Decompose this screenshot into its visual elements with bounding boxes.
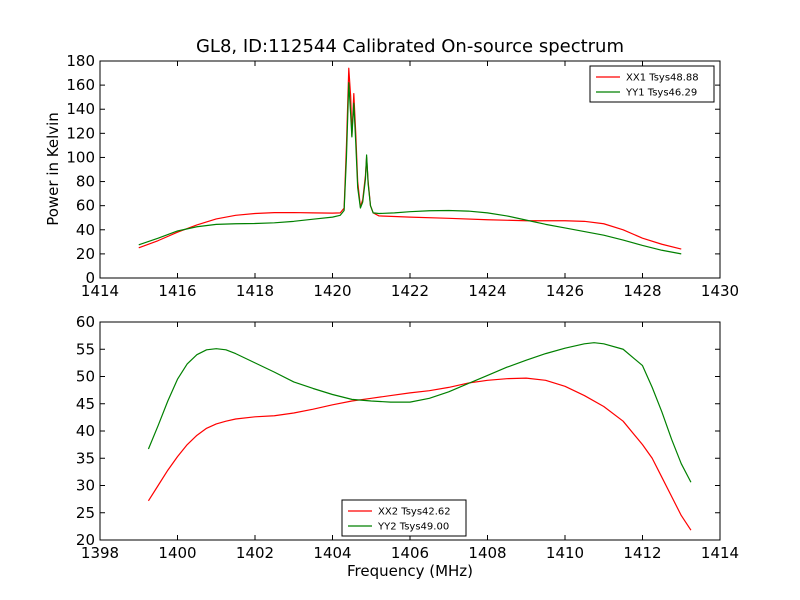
- top-chart-title: GL8, ID:112544 Calibrated On-source spec…: [196, 36, 624, 57]
- top-y-tick-label: 160: [66, 76, 95, 94]
- top-y-tick-label: 120: [66, 124, 95, 142]
- top-legend: XX1 Tsys48.88 YY1 Tsys46.29: [589, 65, 715, 103]
- bottom-x-tick-label: 1402: [236, 544, 274, 562]
- top-x-tick-label: 1422: [391, 282, 429, 300]
- bottom-legend-box: [341, 499, 467, 537]
- bottom-x-tick-label: 1414: [701, 544, 739, 562]
- bottom-y-tick-label: 25: [76, 504, 95, 522]
- bottom-x-tick-label: 1398: [81, 544, 119, 562]
- bottom-plot: 1398 1400 1402 1404 1406 1408 1410 1412 1414 20 25…: [76, 313, 739, 562]
- bottom-x-tick-label: 1400: [158, 544, 196, 562]
- bottom-y-tick-label: 55: [76, 340, 95, 358]
- bottom-y-tick-label: 45: [76, 395, 95, 413]
- bottom-x-tick-label: 1410: [546, 544, 584, 562]
- top-y-tick-label: 100: [66, 148, 95, 166]
- bottom-y-tick-label: 40: [76, 422, 95, 440]
- top-y-tick-label: 180: [66, 52, 95, 70]
- top-x-tick-label: 1420: [313, 282, 351, 300]
- top-y-tick-label: 0: [85, 269, 95, 287]
- top-x-tick-label: 1414: [81, 282, 119, 300]
- bottom-legend-entry: YY2 Tsys49.00: [377, 522, 449, 533]
- bottom-legend: XX2 Tsys42.62 YY2 Tsys49.00: [341, 499, 467, 537]
- top-x-tick-label: 1418: [236, 282, 274, 300]
- bottom-x-tick-label: 1408: [468, 544, 506, 562]
- top-y-tick-label: 20: [76, 245, 95, 263]
- top-y-tick-label: 80: [76, 173, 95, 191]
- top-x-tick-label: 1428: [623, 282, 661, 300]
- bottom-x-tick-label: 1406: [391, 544, 429, 562]
- bottom-y-tick-label: 20: [76, 531, 95, 549]
- top-x-tick-label: 1424: [468, 282, 506, 300]
- top-series-line-yy1: [138, 82, 682, 255]
- top-y-tick-label: 140: [66, 100, 95, 118]
- bottom-y-tick-label: 50: [76, 368, 95, 386]
- bottom-y-tick-label: 30: [76, 477, 95, 495]
- bottom-legend-entry: XX2 Tsys42.62: [378, 507, 451, 518]
- top-y-tick-label: 60: [76, 197, 95, 215]
- top-legend-box: [589, 65, 715, 103]
- top-legend-entry: XX1 Tsys48.88: [626, 73, 699, 84]
- top-x-tick-label: 1426: [546, 282, 584, 300]
- top-chart-ylabel: Power in Kelvin: [44, 112, 62, 226]
- bottom-series-line-yy2: [147, 342, 692, 483]
- bottom-x-tick-label: 1404: [313, 544, 351, 562]
- bottom-x-tick-label: 1412: [623, 544, 661, 562]
- top-x-tick-label: 1416: [158, 282, 196, 300]
- top-plot: 1414 1416 1418 1420 1422 1424 1426 1428 1430 0 20 4…: [66, 52, 739, 300]
- bottom-series-line-xx2: [147, 377, 692, 531]
- bottom-y-tick-label: 35: [76, 449, 95, 467]
- top-y-tick-label: 40: [76, 221, 95, 239]
- top-x-tick-label: 1430: [701, 282, 739, 300]
- bottom-chart-xlabel: Frequency (MHz): [347, 562, 473, 580]
- top-legend-entry: YY1 Tsys46.29: [625, 88, 697, 99]
- bottom-y-tick-label: 60: [76, 313, 95, 331]
